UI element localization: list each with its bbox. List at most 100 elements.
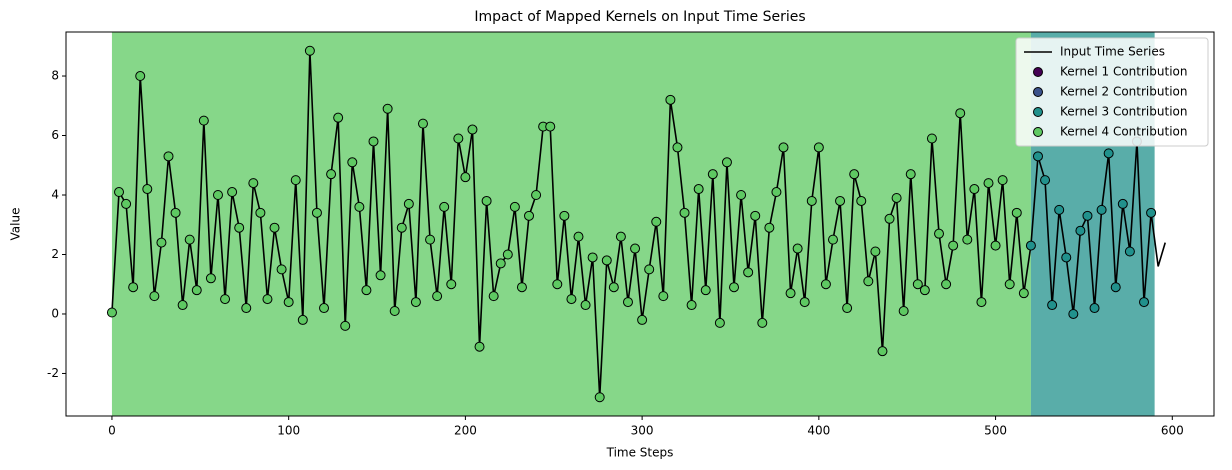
- legend-marker: [1033, 67, 1043, 77]
- kernel-point: [524, 210, 535, 221]
- kernel-point: [121, 198, 132, 209]
- kernel-point: [114, 187, 125, 198]
- x-tick-label: 500: [984, 424, 1007, 438]
- kernel-point: [128, 282, 139, 293]
- y-tick-label: 6: [51, 128, 59, 142]
- kernel-point: [474, 341, 485, 352]
- kernel-point: [877, 346, 888, 357]
- kernel-region: [111, 32, 1031, 416]
- kernel-point: [460, 172, 471, 183]
- kernel-point: [262, 294, 273, 305]
- kernel-point: [403, 198, 414, 209]
- kernel-point: [941, 279, 952, 290]
- kernel-point: [934, 228, 945, 239]
- kernel-point: [1103, 148, 1114, 159]
- kernel-point: [446, 279, 457, 290]
- kernel-point: [1068, 308, 1079, 319]
- kernel-point: [163, 151, 174, 162]
- kernel-point: [326, 169, 337, 180]
- kernel-point: [962, 234, 973, 245]
- kernel-point: [721, 157, 732, 168]
- kernel-point: [1096, 204, 1107, 215]
- kernel-point: [757, 317, 768, 328]
- kernel-point: [1025, 240, 1036, 251]
- kernel-point: [425, 234, 436, 245]
- kernel-point: [212, 189, 223, 200]
- kernel-point: [184, 234, 195, 245]
- legend-marker: [1033, 87, 1043, 97]
- kernel-point: [1032, 151, 1043, 162]
- kernel-point: [750, 210, 761, 221]
- kernel-point: [319, 303, 330, 314]
- kernel-point: [340, 320, 351, 331]
- kernel-point: [170, 207, 181, 218]
- kernel-point: [502, 249, 513, 260]
- kernel-point: [205, 273, 216, 284]
- kernel-point: [891, 192, 902, 203]
- kernel-point: [149, 291, 160, 302]
- kernel-point: [1061, 252, 1072, 263]
- kernel-point: [516, 282, 527, 293]
- kernel-point: [453, 133, 464, 144]
- chart-title: Impact of Mapped Kernels on Input Time S…: [474, 9, 805, 25]
- kernel-point: [135, 71, 146, 82]
- kernel-point: [1117, 198, 1128, 209]
- kernel-point: [234, 222, 245, 233]
- kernel-point: [333, 112, 344, 123]
- kernel-point: [439, 201, 450, 212]
- kernel-point: [863, 276, 874, 287]
- kernel-point: [142, 184, 153, 195]
- kernel-point: [601, 255, 612, 266]
- kernel-point: [297, 314, 308, 325]
- kernel-point: [778, 142, 789, 153]
- kernel-point: [630, 243, 641, 254]
- kernel-point: [997, 175, 1008, 186]
- kernel-point: [241, 303, 252, 314]
- y-tick-label: -2: [47, 366, 59, 380]
- kernel-point: [658, 291, 669, 302]
- kernel-point: [827, 234, 838, 245]
- kernel-point: [311, 207, 322, 218]
- kernel-point: [375, 270, 386, 281]
- kernel-point: [417, 118, 428, 129]
- kernel-point: [389, 306, 400, 317]
- kernel-point: [700, 285, 711, 296]
- x-tick-label: 300: [631, 424, 654, 438]
- kernel-point: [785, 288, 796, 299]
- legend-label: Kernel 2 Contribution: [1060, 85, 1187, 99]
- y-tick-label: 8: [51, 69, 59, 83]
- kernel-point: [573, 231, 584, 242]
- kernel-point: [361, 285, 372, 296]
- kernel-point: [1089, 303, 1100, 314]
- kernel-point: [644, 264, 655, 275]
- x-tick-label: 100: [277, 424, 300, 438]
- kernel-point: [283, 297, 294, 308]
- legend-label: Input Time Series: [1060, 45, 1165, 59]
- kernel-point: [799, 297, 810, 308]
- kernel-point: [870, 246, 881, 257]
- kernel-point: [566, 294, 577, 305]
- kernel-point: [531, 189, 542, 200]
- kernel-point: [594, 392, 605, 403]
- kernel-point: [552, 279, 563, 290]
- kernel-point: [198, 115, 209, 126]
- legend-box: [1015, 37, 1209, 147]
- kernel-point: [220, 294, 231, 305]
- kernel-point: [743, 267, 754, 278]
- kernel-point: [1018, 288, 1029, 299]
- kernel-point: [615, 231, 626, 242]
- legend-label: Kernel 1 Contribution: [1060, 65, 1187, 79]
- kernel-point: [467, 124, 478, 135]
- y-tick-label: 4: [51, 187, 59, 201]
- kernel-point: [1075, 225, 1086, 236]
- x-tick-label: 600: [1161, 424, 1184, 438]
- kernel-point: [495, 258, 506, 269]
- kernel-point: [919, 285, 930, 296]
- kernel-point: [976, 297, 987, 308]
- kernel-point: [559, 210, 570, 221]
- kernel-point: [1004, 279, 1015, 290]
- kernel-point: [905, 169, 916, 180]
- kernel-point: [672, 142, 683, 153]
- kernel-point: [382, 103, 393, 114]
